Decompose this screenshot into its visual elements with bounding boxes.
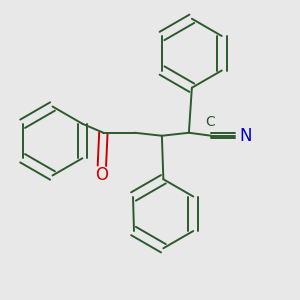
Text: O: O: [95, 166, 108, 184]
Text: C: C: [205, 115, 215, 129]
Text: N: N: [239, 127, 251, 145]
